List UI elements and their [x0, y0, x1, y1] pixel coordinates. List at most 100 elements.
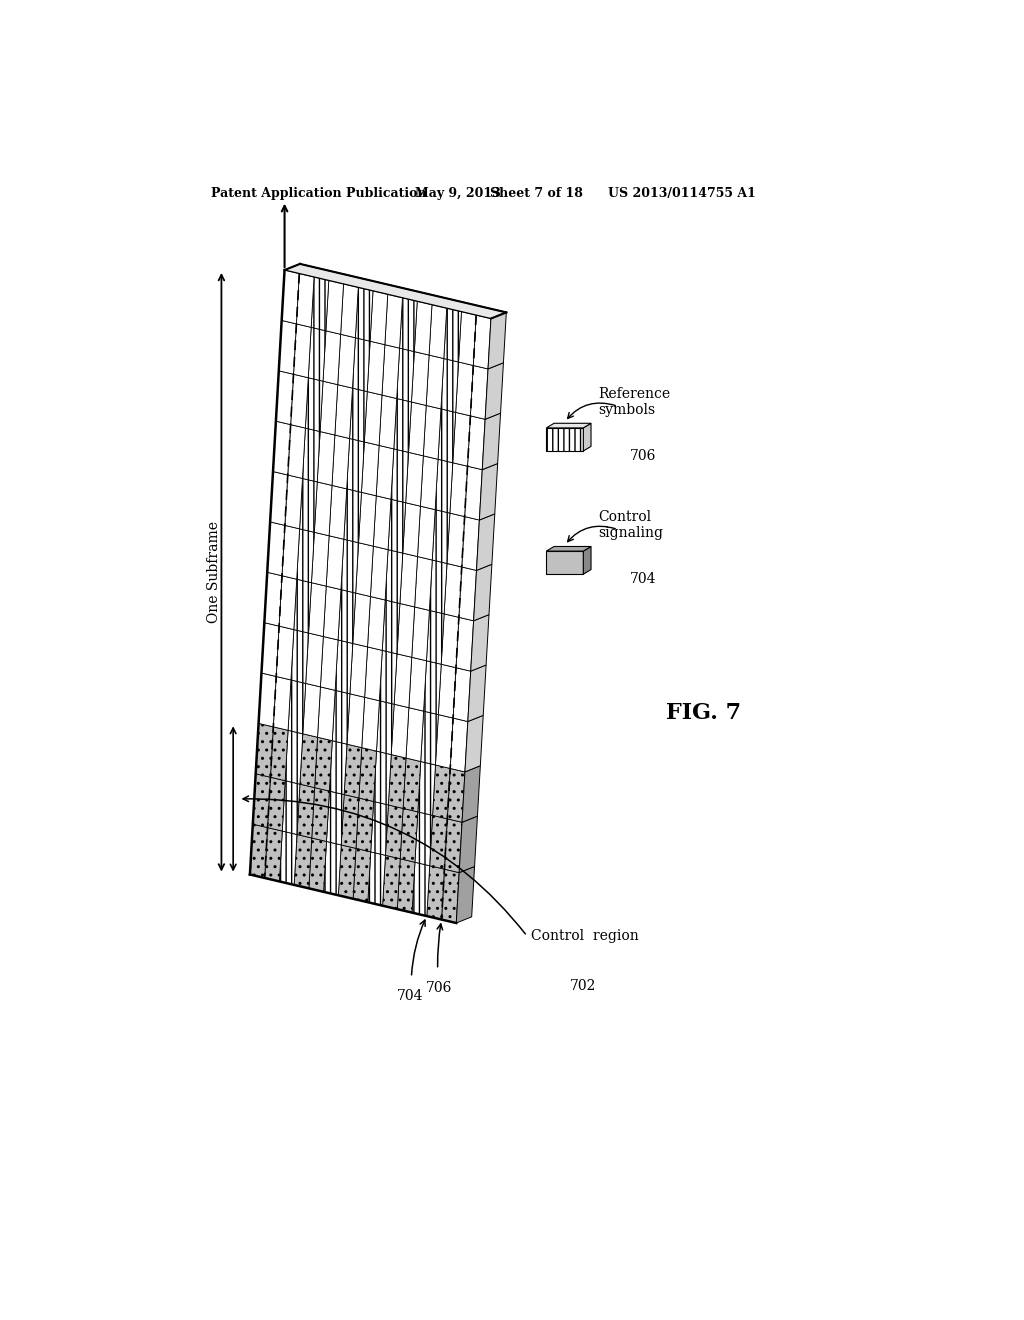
Polygon shape: [471, 615, 489, 671]
Polygon shape: [353, 849, 371, 903]
Polygon shape: [406, 453, 423, 506]
Text: One Subframe: One Subframe: [207, 521, 221, 623]
Polygon shape: [391, 704, 409, 758]
Polygon shape: [288, 425, 305, 478]
Polygon shape: [473, 564, 492, 620]
Polygon shape: [379, 395, 396, 449]
Polygon shape: [476, 513, 495, 570]
Polygon shape: [438, 664, 456, 718]
Polygon shape: [361, 697, 379, 751]
Polygon shape: [300, 734, 317, 788]
Polygon shape: [441, 869, 459, 923]
Polygon shape: [371, 801, 388, 855]
Polygon shape: [349, 388, 368, 442]
Polygon shape: [264, 573, 282, 626]
Polygon shape: [400, 553, 418, 607]
Polygon shape: [264, 828, 283, 882]
Polygon shape: [353, 593, 371, 647]
Polygon shape: [426, 355, 443, 409]
Polygon shape: [253, 774, 270, 828]
Text: US 2013/0114755 A1: US 2013/0114755 A1: [608, 187, 756, 199]
Polygon shape: [344, 744, 361, 799]
Polygon shape: [421, 711, 438, 766]
Polygon shape: [317, 432, 335, 486]
Polygon shape: [406, 708, 424, 762]
Polygon shape: [394, 399, 412, 453]
Polygon shape: [447, 513, 465, 568]
Polygon shape: [374, 496, 391, 549]
Polygon shape: [453, 668, 471, 722]
Polygon shape: [584, 424, 591, 451]
Polygon shape: [421, 455, 438, 510]
Polygon shape: [338, 590, 355, 643]
Polygon shape: [267, 777, 285, 832]
Polygon shape: [332, 690, 350, 744]
Polygon shape: [432, 510, 450, 564]
Polygon shape: [280, 832, 297, 884]
Polygon shape: [323, 331, 341, 384]
Polygon shape: [327, 791, 344, 845]
Polygon shape: [311, 532, 329, 586]
Polygon shape: [482, 413, 501, 470]
Polygon shape: [468, 665, 486, 722]
Polygon shape: [435, 714, 453, 768]
Polygon shape: [321, 381, 338, 436]
Polygon shape: [388, 499, 406, 553]
Polygon shape: [447, 768, 465, 822]
Polygon shape: [473, 315, 490, 368]
Polygon shape: [547, 424, 591, 428]
Polygon shape: [308, 327, 326, 381]
Polygon shape: [418, 762, 435, 816]
Polygon shape: [338, 845, 356, 899]
Text: 704: 704: [396, 989, 423, 1003]
Polygon shape: [250, 824, 267, 878]
Polygon shape: [276, 626, 294, 680]
Polygon shape: [332, 436, 349, 488]
Polygon shape: [314, 482, 332, 536]
Text: May 9, 2013: May 9, 2013: [416, 187, 501, 199]
Polygon shape: [294, 579, 311, 634]
Polygon shape: [385, 549, 402, 603]
Polygon shape: [456, 618, 473, 671]
Polygon shape: [368, 597, 385, 651]
Polygon shape: [403, 758, 421, 812]
Text: 706: 706: [630, 449, 656, 463]
Polygon shape: [280, 576, 297, 630]
Polygon shape: [430, 816, 447, 869]
Polygon shape: [382, 601, 400, 653]
Polygon shape: [302, 428, 321, 482]
Polygon shape: [297, 784, 314, 838]
Polygon shape: [391, 449, 409, 503]
Polygon shape: [335, 384, 352, 438]
Polygon shape: [288, 680, 306, 734]
Polygon shape: [427, 866, 444, 920]
Text: 704: 704: [630, 573, 656, 586]
Polygon shape: [412, 351, 429, 405]
Polygon shape: [376, 445, 394, 499]
Polygon shape: [308, 582, 327, 636]
Polygon shape: [468, 416, 485, 470]
Polygon shape: [547, 546, 591, 552]
Polygon shape: [441, 614, 459, 668]
Polygon shape: [402, 503, 421, 557]
Polygon shape: [374, 751, 391, 805]
Polygon shape: [282, 525, 300, 579]
Polygon shape: [341, 795, 358, 849]
Polygon shape: [385, 294, 402, 348]
Polygon shape: [285, 475, 302, 529]
Polygon shape: [347, 694, 365, 747]
Polygon shape: [341, 284, 358, 338]
Polygon shape: [355, 543, 374, 597]
Polygon shape: [479, 463, 498, 520]
Polygon shape: [368, 341, 385, 395]
Polygon shape: [435, 459, 453, 513]
Polygon shape: [350, 643, 368, 697]
Polygon shape: [385, 805, 403, 859]
Polygon shape: [412, 862, 430, 916]
Polygon shape: [267, 521, 285, 576]
Polygon shape: [397, 859, 415, 912]
Polygon shape: [306, 634, 324, 686]
Polygon shape: [324, 841, 341, 895]
Polygon shape: [311, 277, 329, 331]
Polygon shape: [429, 560, 447, 614]
